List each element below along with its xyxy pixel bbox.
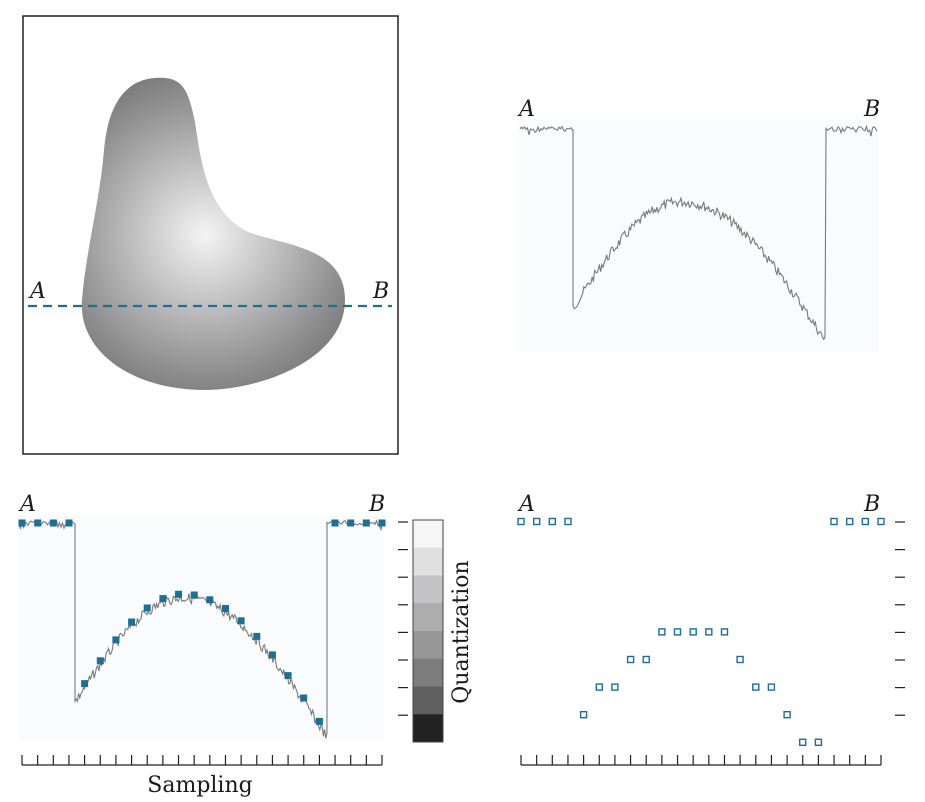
sample-point bbox=[206, 596, 214, 604]
quantized-panel: A B bbox=[517, 492, 905, 766]
quantized-sampling-axis bbox=[520, 755, 882, 766]
quantized-point bbox=[736, 655, 744, 664]
quantized-point bbox=[595, 683, 603, 691]
intensity-profile-line bbox=[519, 124, 878, 341]
quantization-label: Quantization bbox=[449, 560, 474, 703]
label-b-quantized: B bbox=[863, 492, 880, 517]
quantized-point bbox=[752, 683, 760, 691]
quantized-point bbox=[689, 628, 697, 636]
quantization-band bbox=[413, 520, 443, 549]
quantized-sample-markers bbox=[517, 517, 885, 746]
label-b-image: B bbox=[372, 279, 389, 304]
sample-markers bbox=[18, 519, 386, 725]
quantized-point bbox=[642, 655, 650, 664]
sample-point bbox=[65, 519, 73, 527]
quantized-point bbox=[814, 738, 823, 746]
quantized-point bbox=[658, 628, 666, 636]
quantization-band bbox=[413, 714, 443, 743]
sample-point bbox=[237, 617, 245, 625]
sampling-label: Sampling bbox=[147, 773, 252, 798]
label-a-profile: A bbox=[517, 97, 535, 122]
sampling-axis bbox=[21, 755, 383, 766]
sample-point bbox=[49, 519, 57, 527]
quantized-level-ticks bbox=[895, 521, 905, 716]
quantized-point bbox=[705, 628, 713, 636]
quantized-point bbox=[861, 517, 869, 526]
quantization-band bbox=[413, 547, 443, 576]
quantized-point bbox=[877, 517, 885, 526]
quantized-point bbox=[846, 517, 854, 526]
sample-point bbox=[96, 657, 104, 665]
quantized-point bbox=[767, 683, 776, 691]
profile-panel: A B bbox=[517, 97, 880, 352]
quantized-point bbox=[579, 711, 588, 719]
quantized-point bbox=[611, 683, 619, 691]
sample-point bbox=[284, 672, 292, 680]
sample-point bbox=[315, 717, 323, 725]
sample-point bbox=[347, 519, 355, 527]
sample-point bbox=[222, 605, 229, 612]
sample-point bbox=[253, 632, 261, 640]
sample-point bbox=[143, 604, 151, 612]
label-a-quantized: A bbox=[517, 492, 535, 517]
quantization-band bbox=[413, 686, 443, 715]
quantization-scale-frame bbox=[412, 519, 444, 743]
quantization-band bbox=[413, 631, 443, 660]
quantized-point bbox=[626, 655, 635, 664]
sample-point bbox=[112, 636, 120, 644]
object-shape bbox=[81, 77, 346, 390]
label-b-sampled: B bbox=[368, 492, 385, 517]
quantized-point bbox=[783, 711, 791, 719]
quantization-ticks bbox=[398, 521, 408, 716]
sample-point bbox=[362, 519, 370, 527]
sample-point bbox=[378, 519, 386, 527]
quantization-scale bbox=[412, 519, 444, 743]
label-b-profile: B bbox=[863, 97, 880, 122]
sample-point bbox=[175, 590, 182, 598]
sample-point bbox=[159, 595, 167, 603]
quantized-point bbox=[564, 517, 572, 526]
quantized-point bbox=[830, 517, 838, 526]
profile-background bbox=[519, 120, 879, 352]
quantization-band bbox=[413, 603, 443, 632]
quantized-point bbox=[799, 738, 807, 746]
label-a-sampled: A bbox=[18, 492, 36, 517]
image-panel: A B bbox=[22, 15, 399, 455]
label-a-image: A bbox=[28, 279, 46, 304]
sampled-profile-background bbox=[18, 516, 384, 742]
quantized-point bbox=[548, 517, 556, 526]
sample-point bbox=[331, 519, 339, 527]
quantized-point bbox=[673, 628, 682, 636]
quantized-point bbox=[533, 517, 541, 526]
quantized-point bbox=[517, 517, 525, 526]
sample-point bbox=[268, 651, 276, 659]
sample-point bbox=[81, 680, 89, 688]
sampled-profile-panel: A B Quantization Sampling bbox=[18, 492, 474, 798]
quantization-band bbox=[413, 575, 443, 604]
sample-point bbox=[128, 618, 136, 626]
sample-point bbox=[190, 591, 198, 599]
sample-point bbox=[300, 694, 308, 702]
sample-point bbox=[18, 519, 26, 527]
quantized-point bbox=[720, 628, 729, 636]
sample-point bbox=[34, 519, 42, 527]
quantization-band bbox=[413, 658, 443, 687]
